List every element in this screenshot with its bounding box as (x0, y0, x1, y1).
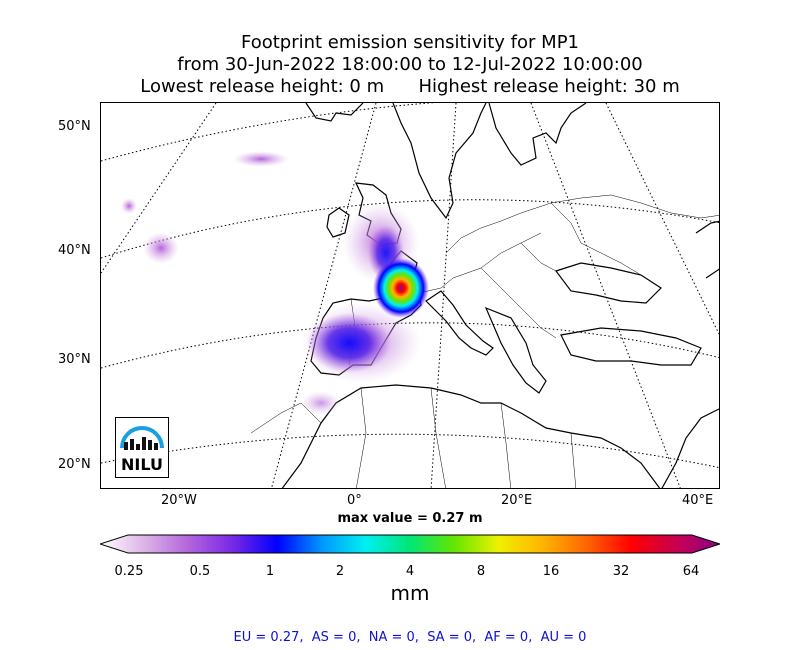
footprint-plume (121, 151, 429, 415)
colorbar-tick-8: 64 (682, 564, 700, 579)
colorbar-tick-6: 16 (542, 564, 560, 579)
colorbar-tick-7: 32 (612, 564, 630, 579)
region-summary: EU = 0.27, AS = 0, NA = 0, SA = 0, AF = … (233, 630, 587, 645)
title-line-1: Footprint emission sensitivity for MP1 (240, 32, 579, 53)
lon-label-40e: 40°E (682, 493, 714, 508)
lon-label-20w: 20°W (161, 493, 197, 508)
colorbar-tick-0: 0.25 (114, 564, 144, 579)
colorbar-tick-1: 0.5 (189, 564, 211, 579)
lat-label-30n: 30°N (58, 352, 91, 367)
lat-label-20n: 20°N (58, 457, 91, 472)
footprint-map: NILU (100, 102, 720, 489)
max-value-label: max value = 0.27 m (337, 511, 483, 526)
title-line-2: from 30-Jun-2022 18:00:00 to 12-Jul-2022… (177, 54, 643, 75)
colorbar-unit: mm (390, 581, 430, 605)
coastlines (281, 103, 719, 488)
colorbar-tick-5: 8 (476, 564, 486, 579)
colorbar-tick-4: 4 (405, 564, 415, 579)
nilu-logo: NILU (115, 417, 169, 478)
lat-label-40n: 40°N (58, 243, 91, 258)
nilu-logo-icon (120, 426, 164, 450)
lon-label-20e: 20°E (501, 493, 533, 508)
nilu-logo-text: NILU (121, 455, 163, 474)
colorbar (100, 534, 720, 554)
lon-label-0: 0° (347, 493, 362, 508)
title-line-3: Lowest release height: 0 m Highest relea… (140, 76, 680, 97)
colorbar-tick-2: 1 (265, 564, 275, 579)
colorbar-tick-3: 2 (335, 564, 345, 579)
lat-label-50n: 50°N (58, 119, 91, 134)
